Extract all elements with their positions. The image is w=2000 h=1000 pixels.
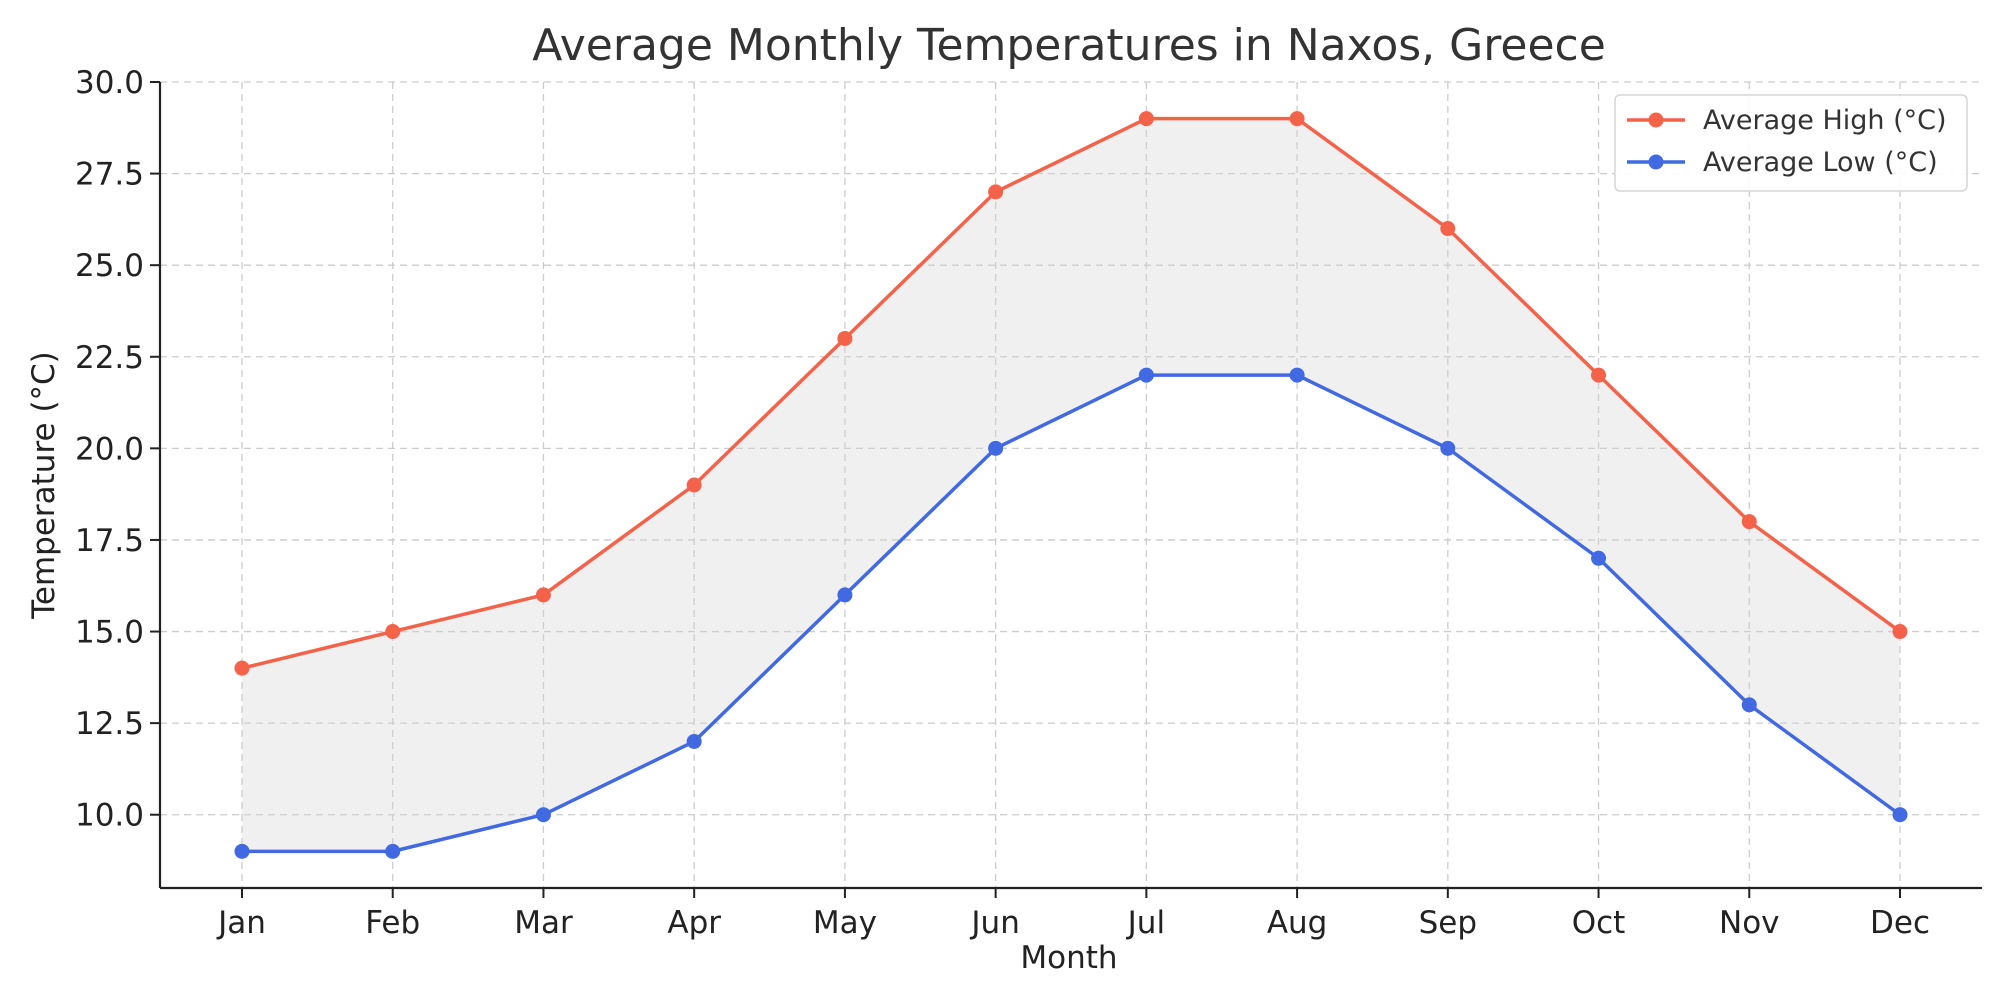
legend: Average High (°C) Average Low (°C) [1614,94,1968,192]
data-point [1892,807,1908,823]
x-tick-label: Oct [1572,905,1626,941]
data-point [988,184,1004,200]
axes: 10.0 12.5 15.0 17.5 20.0 22.5 25.0 27.5 30.0 Jan F… [75,65,1982,941]
x-tick-label: Nov [1719,905,1780,941]
y-axis-label: Temperature (°C) [26,351,62,620]
data-point [1591,550,1607,566]
data-point [535,587,551,603]
series-line [242,373,1902,854]
data-point [234,660,250,676]
data-point [385,843,401,859]
x-tick-label: Dec [1870,905,1930,941]
series-average-low [234,367,1908,859]
data-point [686,733,702,749]
x-tick-label: Aug [1267,905,1328,941]
data-point [1741,514,1757,530]
data-point [837,587,853,603]
data-point [385,624,401,640]
data-point [1138,367,1154,383]
data-point [1289,367,1305,383]
y-tick-label: 12.5 [75,706,144,742]
data-point [988,440,1004,456]
x-tick-label: Jul [1126,905,1165,941]
y-tick-label: 30.0 [75,65,144,101]
y-tick-label: 27.5 [75,157,144,193]
x-tick-label: Jan [216,905,266,941]
data-point [234,843,250,859]
y-tick-label: 22.5 [75,340,144,376]
y-tick-label: 15.0 [75,615,144,651]
x-tick-label: Apr [667,905,721,941]
data-point [535,807,551,823]
x-axis-label: Month [1020,940,1117,976]
x-tick-label: May [813,905,877,941]
y-tick-label: 10.0 [75,798,144,834]
data-point [1741,697,1757,713]
series-line [241,116,1902,670]
data-point [1591,367,1607,383]
fill-between-area [242,118,1900,852]
data-point [1892,624,1908,640]
x-tick-label: Mar [514,905,573,941]
data-point [837,330,853,346]
data-point [1440,440,1456,456]
data-point [1138,111,1154,127]
x-tick-label: Jun [969,905,1019,941]
data-point [1289,111,1305,127]
x-tick-label: Sep [1419,905,1477,941]
chart-title: Average Monthly Temperatures in Naxos, G… [532,20,1606,71]
y-tick-label: 17.5 [75,523,144,559]
series-layer [234,111,1908,859]
series-average-high [234,111,1908,676]
legend-dot-marker [1648,154,1664,170]
legend-entry-label: Average High (°C) [1703,105,1947,136]
grid [160,81,1982,888]
data-point [1440,221,1456,237]
data-point [686,477,702,493]
legend-box [1614,94,1968,192]
y-tick-label: 20.0 [75,431,144,467]
y-tick-label: 25.0 [75,248,144,284]
legend-dot-marker [1648,112,1664,128]
legend-entry-label: Average Low (°C) [1703,147,1938,178]
x-tick-label: Feb [365,905,420,941]
